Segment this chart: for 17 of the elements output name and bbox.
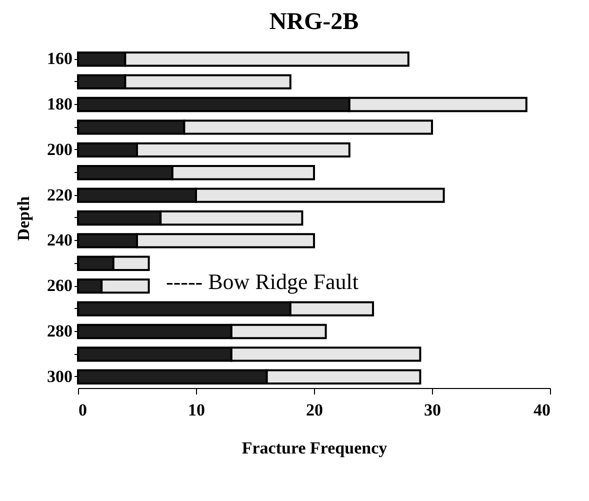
y-tick-label: 200 xyxy=(47,140,72,159)
y-tick-label: 260 xyxy=(47,276,72,296)
x-tick-label: 0 xyxy=(78,400,87,420)
y-tick-label: 280 xyxy=(47,321,72,340)
x-tick-label: 20 xyxy=(306,400,323,420)
y-tick-label: 240 xyxy=(47,230,72,250)
chart-title: NRG-2B xyxy=(269,9,359,35)
annotation: ----- Bow Ridge Fault xyxy=(166,269,358,294)
y-tick-label: 300 xyxy=(47,366,72,386)
x-axis-title: Fracture Frequency xyxy=(242,438,388,458)
y-tick-label: 220 xyxy=(47,185,72,204)
x-tick-label: 10 xyxy=(188,400,205,420)
y-tick-label: 180 xyxy=(47,94,72,114)
y-tick-label: 160 xyxy=(47,49,72,68)
x-tick-label: 30 xyxy=(424,400,441,420)
x-tick-label: 40 xyxy=(534,400,550,420)
y-axis-title: Depth xyxy=(14,196,33,241)
